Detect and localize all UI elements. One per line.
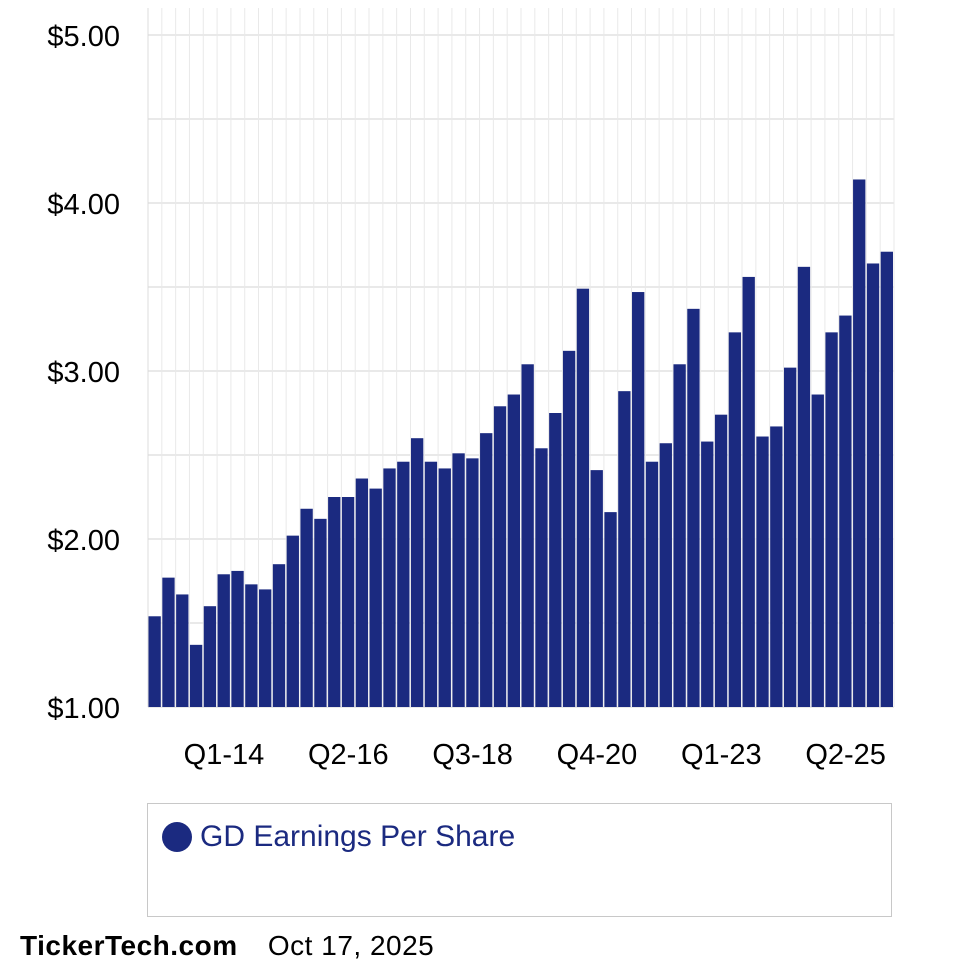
bar <box>162 577 175 707</box>
bar <box>880 251 893 707</box>
y-tick-label: $5.00 <box>47 21 120 53</box>
bar <box>189 644 203 707</box>
bar <box>383 468 396 707</box>
bars-group <box>148 179 893 708</box>
bar <box>645 461 659 707</box>
x-tick-label: Q3-18 <box>432 739 513 771</box>
bar <box>369 488 382 707</box>
bar <box>576 288 590 707</box>
bar <box>203 606 217 707</box>
bar <box>438 468 451 707</box>
bar <box>452 453 465 707</box>
legend-label: GD Earnings Per Share <box>200 820 516 853</box>
x-tick-label: Q4-20 <box>557 739 638 771</box>
source-label: TickerTech.com <box>20 930 238 961</box>
footer: TickerTech.com Oct 17, 2025 <box>20 930 456 962</box>
bar <box>300 508 313 707</box>
bar <box>507 394 520 707</box>
bar <box>604 512 617 707</box>
bar <box>618 391 631 707</box>
bar <box>466 458 479 707</box>
y-tick-label: $2.00 <box>47 525 120 557</box>
bar <box>701 441 714 707</box>
bar <box>355 478 369 707</box>
bar <box>590 470 603 707</box>
bar <box>866 263 880 707</box>
x-axis-ticks: Q1-14 Q2-16 Q3-18 Q4-20 Q1-23 Q2-25 <box>184 739 886 771</box>
bar <box>742 276 755 707</box>
bar <box>314 518 327 707</box>
x-tick-label: Q2-25 <box>805 739 886 771</box>
bar <box>493 406 507 707</box>
bar <box>756 436 769 707</box>
bar <box>397 461 410 707</box>
bar <box>811 394 824 707</box>
bar <box>783 367 797 707</box>
bar <box>521 364 534 707</box>
date-label: Oct 17, 2025 <box>267 930 435 961</box>
legend-box: GD Earnings Per Share <box>147 803 892 917</box>
x-tick-label: Q1-23 <box>681 739 762 771</box>
bar <box>839 315 852 707</box>
bar <box>410 438 424 707</box>
bar <box>328 497 341 707</box>
bar <box>714 414 728 707</box>
bar <box>853 179 866 708</box>
bar <box>480 433 493 707</box>
bar <box>535 448 548 707</box>
bar <box>245 584 258 707</box>
x-tick-label: Q1-14 <box>184 739 265 771</box>
bar <box>562 350 576 707</box>
bar <box>549 413 562 707</box>
bar <box>728 332 742 707</box>
bar <box>272 564 286 707</box>
bar <box>673 364 686 707</box>
bar <box>176 594 189 707</box>
bar <box>687 308 700 707</box>
y-tick-label: $4.00 <box>47 189 120 221</box>
y-tick-label: $1.00 <box>47 693 120 725</box>
bar <box>632 292 645 707</box>
bar <box>797 266 811 707</box>
legend-swatch-icon <box>162 822 192 852</box>
bar <box>231 570 244 707</box>
grid-lines <box>147 8 895 708</box>
bar <box>825 332 838 707</box>
y-tick-label: $3.00 <box>47 357 120 389</box>
y-axis-ticks: $1.00 $2.00 $3.00 $4.00 $5.00 <box>47 21 120 725</box>
bar <box>659 443 672 707</box>
bar <box>259 589 272 707</box>
x-tick-label: Q2-16 <box>308 739 389 771</box>
bar <box>148 616 161 707</box>
bar <box>424 461 438 707</box>
bar <box>217 574 230 707</box>
eps-bar-chart: $1.00 $2.00 $3.00 $4.00 $5.00 Q1-14 Q2-16 Q3-1… <box>47 8 895 771</box>
bar <box>286 535 299 707</box>
bar <box>770 426 783 707</box>
legend-item: GD Earnings Per Share <box>162 820 515 854</box>
bar <box>341 497 355 707</box>
